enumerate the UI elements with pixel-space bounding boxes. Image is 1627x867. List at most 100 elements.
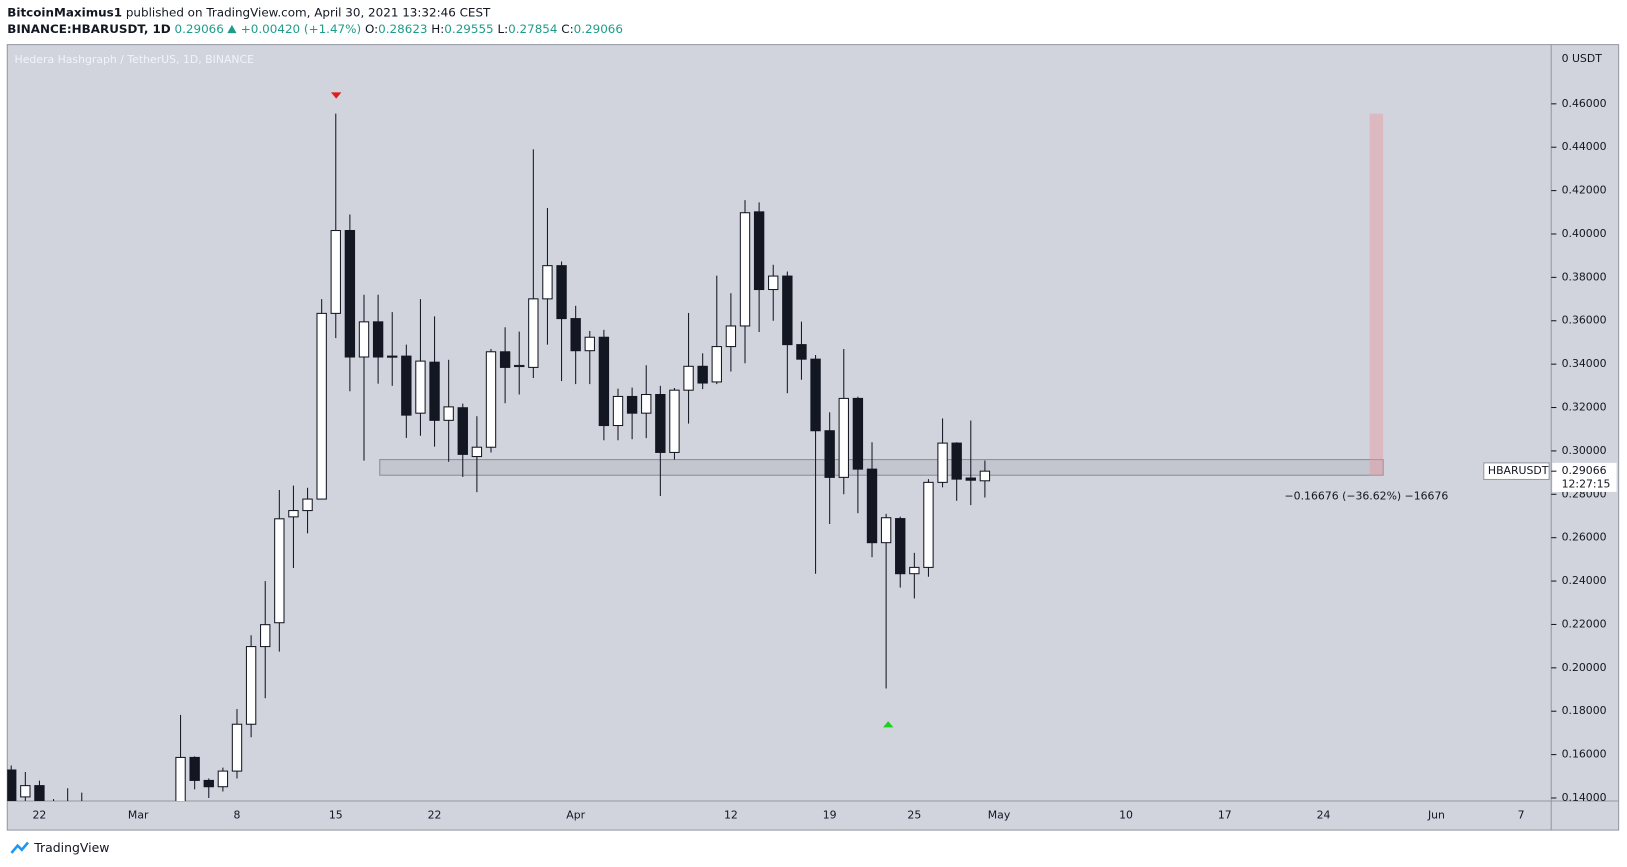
candle-body (584, 336, 595, 352)
candle-body (810, 358, 821, 432)
y-tick-label: 0.40000 (1562, 227, 1607, 240)
candle-body (909, 566, 920, 575)
x-tick-label: 17 (1218, 809, 1232, 822)
x-tick-label: 19 (823, 809, 837, 822)
candle-body (344, 230, 356, 358)
y-tick-label: 0.26000 (1562, 531, 1607, 544)
x-tick-label: May (988, 809, 1011, 822)
symbol-tag-text: HBARUSDT (1488, 464, 1549, 477)
candle-body (556, 265, 567, 320)
candle-body (528, 298, 539, 368)
y-tick-label: 0.36000 (1562, 314, 1607, 327)
candle-body (217, 770, 229, 788)
x-tick-label: 22 (428, 809, 442, 822)
candle-body (655, 393, 666, 453)
y-tick-label: 0.38000 (1562, 270, 1607, 283)
candle-body (880, 517, 892, 544)
candle-body (203, 779, 214, 788)
brand: TradingView (34, 840, 110, 855)
x-tick-label: 8 (234, 809, 241, 822)
publish-line: BitcoinMaximus1 published on TradingView… (7, 5, 490, 20)
symbol-line: BINANCE:HBARUSDT, 1D 0.29066 +0.00420 (+… (7, 22, 623, 37)
candle-body (697, 365, 708, 384)
candle-body (457, 407, 468, 455)
up-icon (227, 24, 237, 34)
y-tick-label: 0.44000 (1562, 140, 1607, 153)
y-tick-label: 0.34000 (1562, 357, 1607, 370)
candle-body (7, 769, 17, 802)
y-tick-label: 0.18000 (1562, 704, 1607, 717)
x-tick-label: 15 (329, 809, 343, 822)
countdown: 12:27:15 (1562, 478, 1611, 491)
y-tick-label: 0.42000 (1562, 184, 1607, 197)
candle-body (429, 361, 440, 421)
ohlc-value: 0.27854 (508, 21, 558, 37)
candle-body (824, 430, 835, 478)
candle-body (372, 321, 384, 358)
chart-frame (6, 44, 1620, 831)
candle-body (443, 406, 454, 421)
candle-body (302, 498, 313, 512)
y-tick-label: 0.46000 (1562, 97, 1607, 110)
ohlc-label: L: (497, 21, 509, 37)
x-tick-label: 22 (33, 809, 47, 822)
x-tick-label: 12 (724, 809, 738, 822)
y-tick-label: 0.22000 (1562, 617, 1607, 630)
candle-body (965, 477, 976, 481)
candle-body (245, 646, 257, 725)
last-price: 0.29066 (174, 21, 224, 37)
candle-body (951, 442, 962, 480)
candle-body (231, 723, 243, 772)
candle-body (626, 395, 638, 414)
change: +0.00420 (+1.47%) (240, 21, 362, 37)
candle-body (838, 397, 849, 478)
candle-body (683, 365, 694, 391)
x-tick-label: Apr (566, 809, 585, 822)
y-tick-label: 0.24000 (1562, 574, 1607, 587)
ohlc-value: 0.29066 (573, 21, 623, 37)
publish-info: published on TradingView.com, April 30, … (125, 5, 491, 20)
candle-body (34, 785, 45, 802)
x-tick-label: Mar (128, 809, 149, 822)
publisher: BitcoinMaximus1 (7, 5, 123, 20)
candle-body (570, 318, 581, 352)
candle-body (260, 624, 271, 648)
candle-body (768, 275, 779, 291)
candle-body (288, 510, 299, 518)
candle-body (641, 393, 652, 414)
ohlc-label: C: (561, 21, 574, 37)
candle-body (852, 397, 864, 470)
price-tag-text: 0.29066 (1562, 464, 1607, 477)
x-tick-label: 10 (1119, 809, 1133, 822)
candle-body (979, 470, 991, 482)
candle-body (274, 518, 285, 624)
candle-body (669, 389, 680, 453)
candle-body (866, 468, 878, 544)
candle-body (753, 211, 765, 291)
y-tick-label: 0.32000 (1562, 401, 1607, 414)
candle-body (542, 265, 553, 300)
candle-body (612, 395, 624, 427)
symbol-tag (1483, 462, 1550, 480)
candle-body (358, 321, 370, 358)
y-unit: 0 USDT (1562, 52, 1603, 65)
high-marker (330, 92, 342, 99)
chart-title: Hedera Hashgraph / TetherUS, 1D, BINANCE (15, 53, 255, 66)
candle-body (725, 325, 737, 348)
y-tick-label: 0.20000 (1562, 661, 1607, 674)
candle-body (20, 785, 31, 798)
symbol: BINANCE:HBARUSDT, 1D (7, 21, 171, 37)
candle-body (895, 518, 906, 575)
candle-body (937, 442, 948, 483)
y-tick-label: 0.30000 (1562, 444, 1607, 457)
candle-body (175, 756, 186, 802)
x-tick-label: 24 (1317, 809, 1331, 822)
candle-body (387, 355, 398, 358)
candle-body (316, 312, 327, 500)
ohlc-label: H: (431, 21, 445, 37)
brand-logo (10, 841, 29, 854)
ohlc-value: 0.28623 (378, 21, 428, 37)
price-tag (1552, 462, 1617, 492)
